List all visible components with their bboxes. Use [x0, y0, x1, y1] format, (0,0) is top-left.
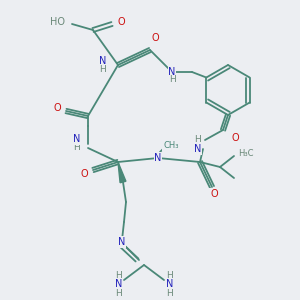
Text: CH₃: CH₃	[163, 142, 178, 151]
Text: O: O	[151, 33, 159, 43]
Text: O: O	[210, 189, 218, 199]
Text: HO: HO	[50, 17, 65, 27]
Text: N: N	[118, 237, 126, 247]
Text: H₃C: H₃C	[238, 148, 254, 158]
Text: O: O	[231, 133, 239, 143]
Text: O: O	[53, 103, 61, 113]
Text: O: O	[80, 169, 88, 179]
Text: N: N	[154, 153, 162, 163]
Text: H: H	[166, 289, 173, 298]
Text: H: H	[166, 271, 173, 280]
Text: N: N	[194, 144, 201, 154]
Text: H: H	[169, 76, 176, 85]
Text: N: N	[168, 67, 176, 77]
Text: N: N	[166, 279, 173, 289]
Text: N: N	[73, 134, 80, 144]
Text: H: H	[115, 271, 122, 280]
Text: N: N	[99, 56, 106, 66]
Text: O: O	[117, 17, 124, 27]
Polygon shape	[118, 162, 126, 183]
Text: H: H	[73, 143, 80, 152]
Text: H: H	[194, 136, 201, 145]
Text: H: H	[99, 65, 106, 74]
Text: H: H	[115, 289, 122, 298]
Text: N: N	[115, 279, 122, 289]
Text: N: N	[165, 143, 171, 152]
